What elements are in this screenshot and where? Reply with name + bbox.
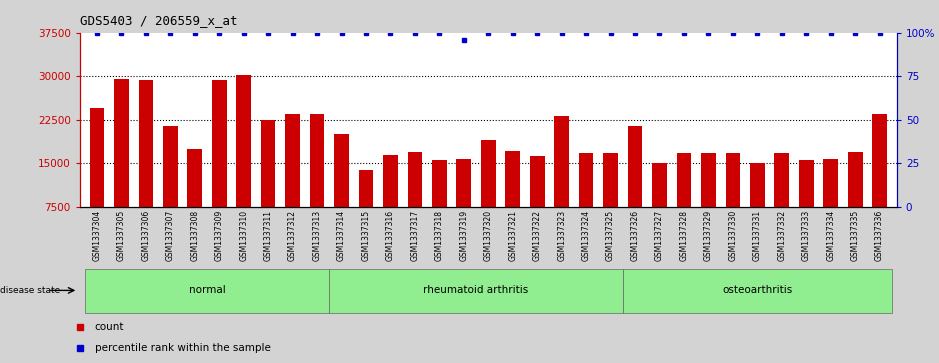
Text: GSM1337320: GSM1337320 [484,210,493,261]
Text: GSM1337307: GSM1337307 [166,210,175,261]
Bar [310,114,324,207]
Bar [653,163,667,207]
FancyBboxPatch shape [85,269,330,313]
Text: GSM1337313: GSM1337313 [313,210,321,261]
Bar [750,163,764,207]
Text: GSM1337315: GSM1337315 [362,210,371,261]
Text: GSM1337306: GSM1337306 [142,210,150,261]
Text: GSM1337314: GSM1337314 [337,210,346,261]
Text: GSM1337310: GSM1337310 [239,210,248,261]
Bar [872,114,887,207]
Bar [578,153,593,207]
Text: GSM1337317: GSM1337317 [410,210,420,261]
Bar [848,152,863,207]
Text: GSM1337322: GSM1337322 [532,210,542,261]
Bar [408,152,423,207]
Text: GSM1337316: GSM1337316 [386,210,395,261]
Text: GSM1337311: GSM1337311 [264,210,272,261]
Text: GSM1337326: GSM1337326 [630,210,639,261]
Bar [212,80,226,207]
Bar [383,155,398,207]
Text: GSM1337308: GSM1337308 [191,210,199,261]
Bar [627,126,642,207]
Bar [163,126,177,207]
Text: GSM1337323: GSM1337323 [557,210,566,261]
Text: GSM1337324: GSM1337324 [581,210,591,261]
Bar [89,108,104,207]
Text: rheumatoid arthritis: rheumatoid arthritis [423,285,529,295]
Text: osteoarthritis: osteoarthritis [722,285,793,295]
Text: GSM1337305: GSM1337305 [116,210,126,261]
Bar [554,116,569,207]
Text: GSM1337330: GSM1337330 [729,210,737,261]
Bar [603,153,618,207]
Bar [481,140,496,207]
Bar [677,153,691,207]
Bar [359,170,374,207]
Text: GSM1337304: GSM1337304 [92,210,101,261]
Text: GDS5403 / 206559_x_at: GDS5403 / 206559_x_at [80,15,238,28]
Text: GSM1337329: GSM1337329 [704,210,713,261]
Bar [701,153,716,207]
Text: GSM1337312: GSM1337312 [288,210,297,261]
Text: disease state: disease state [0,286,60,295]
Text: GSM1337332: GSM1337332 [777,210,786,261]
Text: GSM1337319: GSM1337319 [459,210,469,261]
Bar [775,153,789,207]
Text: GSM1337333: GSM1337333 [802,210,810,261]
Text: GSM1337336: GSM1337336 [875,210,885,261]
Text: GSM1337331: GSM1337331 [753,210,762,261]
Bar [188,149,202,207]
Bar [139,80,153,207]
Bar [824,159,838,207]
Bar [237,75,251,207]
Text: GSM1337335: GSM1337335 [851,210,860,261]
Text: percentile rank within the sample: percentile rank within the sample [95,343,270,354]
Text: GSM1337328: GSM1337328 [680,210,688,261]
Bar [505,151,520,207]
Text: normal: normal [189,285,225,295]
Bar [285,114,300,207]
Text: GSM1337334: GSM1337334 [826,210,835,261]
Text: GSM1337318: GSM1337318 [435,210,444,261]
Text: GSM1337325: GSM1337325 [606,210,615,261]
Bar [799,160,813,207]
Text: GSM1337321: GSM1337321 [508,210,517,261]
FancyBboxPatch shape [330,269,623,313]
Bar [334,134,349,207]
Bar [530,156,545,207]
Bar [261,120,275,207]
Bar [726,153,740,207]
FancyBboxPatch shape [623,269,892,313]
Bar [456,159,471,207]
Bar [114,79,129,207]
Text: GSM1337309: GSM1337309 [215,210,223,261]
Bar [432,160,447,207]
Text: GSM1337327: GSM1337327 [655,210,664,261]
Text: count: count [95,322,124,332]
